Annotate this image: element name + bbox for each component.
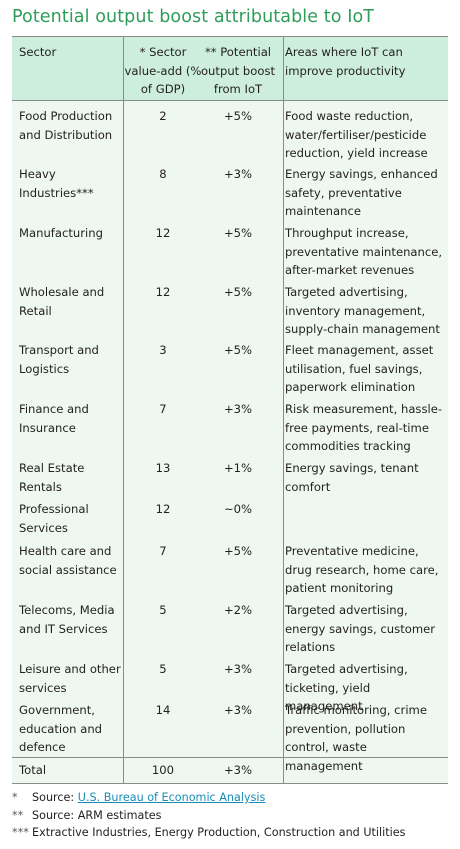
row-sector: Manufacturing bbox=[19, 226, 103, 240]
row-boost: +5% bbox=[223, 544, 253, 558]
row-areas: Throughput increase, preventative mainte… bbox=[285, 226, 443, 277]
row-value-add: 13 bbox=[155, 461, 171, 475]
row-sector: Professional Services bbox=[19, 502, 89, 535]
row-sector: Health care and social assistance bbox=[19, 544, 117, 577]
row-areas: Energy savings, tenant comfort bbox=[285, 461, 419, 494]
row-value-add: 2 bbox=[159, 109, 167, 123]
row-sector: Government, education and defence bbox=[19, 703, 103, 754]
row-value-add: 14 bbox=[155, 703, 171, 717]
row-boost: +5% bbox=[223, 285, 253, 299]
row-sector: Transport and Logistics bbox=[19, 343, 99, 376]
table-title: Potential output boost attributable to I… bbox=[12, 7, 375, 27]
row-sector: Food Production and Distribution bbox=[19, 109, 113, 142]
header-sector-value-add: * Sector value-add (% of GDP) bbox=[124, 45, 202, 96]
row-boost: +3% bbox=[223, 662, 253, 676]
footnote-text: Extractive Industries, Energy Production… bbox=[32, 826, 406, 839]
row-boost: +3% bbox=[223, 703, 253, 717]
row-boost: +5% bbox=[223, 226, 253, 240]
row-areas: Risk measurement, hassle-free payments, … bbox=[285, 402, 443, 453]
total-divider bbox=[12, 757, 448, 758]
column-divider bbox=[123, 37, 124, 783]
header-improvement-areas: Areas where IoT can improve productivity bbox=[285, 45, 406, 78]
row-sector: Heavy Industries*** bbox=[19, 167, 94, 200]
row-value-add: 3 bbox=[159, 343, 167, 357]
row-sector: Wholesale and Retail bbox=[19, 285, 105, 318]
iot-output-table: Sector * Sector value-add (% of GDP) ** … bbox=[12, 36, 448, 784]
row-areas: Food waste reduction, water/fertiliser/p… bbox=[285, 109, 428, 160]
footnote-extractive: *** Extractive Industries, Energy Product… bbox=[12, 824, 405, 842]
row-boost: +5% bbox=[223, 343, 253, 357]
total-label: Total bbox=[19, 763, 47, 777]
row-areas: Targeted advertising, inventory manageme… bbox=[285, 285, 440, 336]
row-boost: +2% bbox=[223, 603, 253, 617]
bea-source-link[interactable]: U.S. Bureau of Economic Analysis bbox=[77, 791, 266, 804]
row-boost: +5% bbox=[223, 109, 253, 123]
footnote-source-bea: * Source: U.S. Bureau of Economic Analysi… bbox=[12, 789, 405, 807]
row-boost: ~0% bbox=[223, 502, 253, 516]
footnote-prefix: Source: bbox=[32, 791, 78, 804]
row-sector: Leisure and other services bbox=[19, 662, 121, 695]
row-areas: Traffic monitoring, crime prevention, po… bbox=[285, 703, 427, 773]
footnotes: * Source: U.S. Bureau of Economic Analysi… bbox=[12, 789, 405, 842]
total-value-add: 100 bbox=[151, 763, 175, 777]
footnote-marker: *** bbox=[12, 826, 29, 839]
row-value-add: 7 bbox=[159, 544, 167, 558]
row-sector: Real Estate Rentals bbox=[19, 461, 85, 494]
row-areas: Targeted advertising, ticketing, yield m… bbox=[285, 662, 408, 713]
header-potential-boost: ** Potential output boost from IoT bbox=[200, 45, 276, 96]
row-boost: +3% bbox=[223, 167, 253, 181]
row-boost: +3% bbox=[223, 402, 253, 416]
total-boost: +3% bbox=[223, 763, 253, 777]
footnote-marker: ** bbox=[12, 808, 24, 822]
table-header: Sector * Sector value-add (% of GDP) ** … bbox=[12, 37, 448, 101]
footnote-text: Source: ARM estimates bbox=[32, 808, 162, 822]
footnote-marker: * bbox=[12, 791, 18, 804]
row-areas: Energy savings, enhanced safety, prevent… bbox=[285, 167, 438, 218]
footnote-source-arm: ** Source: ARM estimates bbox=[12, 807, 405, 825]
header-sector: Sector bbox=[19, 45, 57, 59]
row-boost: +1% bbox=[223, 461, 253, 475]
row-value-add: 12 bbox=[155, 502, 171, 516]
row-areas: Targeted advertising, energy savings, cu… bbox=[285, 603, 436, 654]
row-sector: Finance and Insurance bbox=[19, 402, 89, 435]
row-value-add: 5 bbox=[159, 662, 167, 676]
row-sector: Telecoms, Media and IT Services bbox=[19, 603, 115, 636]
row-value-add: 8 bbox=[159, 167, 167, 181]
column-divider bbox=[283, 37, 284, 783]
row-areas: Preventative medicine, drug research, ho… bbox=[285, 544, 439, 595]
row-value-add: 5 bbox=[159, 603, 167, 617]
row-value-add: 7 bbox=[159, 402, 167, 416]
row-areas: Fleet management, asset utilisation, fue… bbox=[285, 343, 434, 394]
row-value-add: 12 bbox=[155, 226, 171, 240]
row-value-add: 12 bbox=[155, 285, 171, 299]
